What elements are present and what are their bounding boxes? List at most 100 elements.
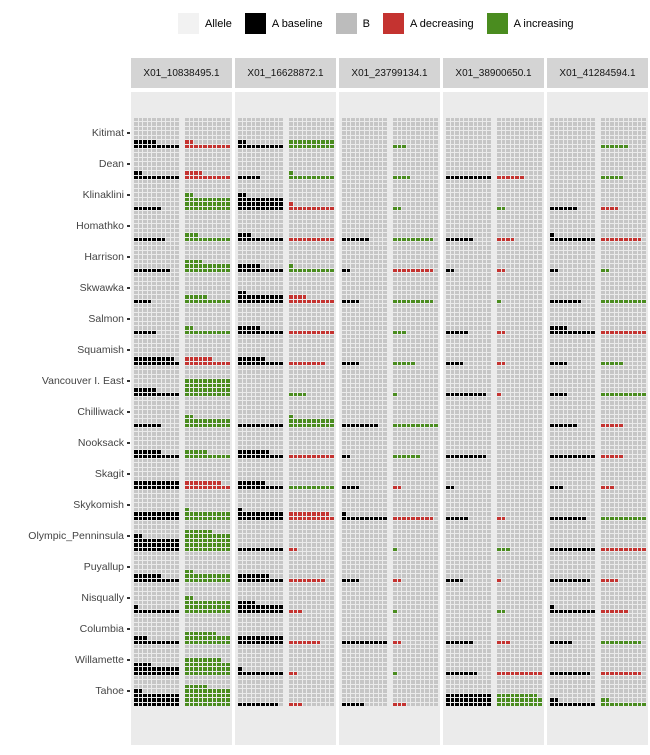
waffle-square [321,445,325,450]
waffle-square [307,503,311,507]
waffle-square [307,366,311,370]
waffle-square [321,432,325,436]
waffle-square [147,631,152,636]
waffle-square [166,640,170,644]
waffle-square [147,428,152,432]
waffle-square [134,206,138,210]
waffle-square [212,366,217,370]
waffle-square [325,131,330,135]
waffle-square [166,215,170,219]
waffle-square [143,206,147,210]
waffle-square [289,423,293,427]
waffle-square [311,476,316,481]
waffle-a-baseline [238,459,283,489]
waffle-square [226,583,230,587]
waffle-square [274,153,279,157]
waffle-square [279,162,283,166]
waffle-square [226,162,230,166]
waffle-square [185,693,189,698]
axis-tick [127,256,130,258]
waffle-square [325,569,330,574]
waffle-square [212,122,217,126]
waffle-square [134,485,138,489]
waffle-square [189,312,194,317]
waffle-square [330,149,334,153]
waffle-square [274,529,279,534]
waffle-square [274,193,279,197]
waffle-square [143,330,147,334]
facet-strip-x01-41284594-1: X01_41284594.1 [547,58,648,88]
waffle-square [185,193,189,197]
waffle-square [156,627,161,631]
waffle-square [270,419,274,423]
waffle-square [260,237,265,241]
waffle-square [185,467,189,472]
waffle-square [279,215,283,219]
waffle-square [161,118,166,122]
waffle-square [330,348,334,352]
waffle-square [217,383,221,388]
waffle-square [170,308,175,312]
waffle-square [330,264,334,268]
waffle-square [212,401,217,405]
waffle-square [194,211,198,215]
waffle-square [325,383,330,388]
waffle-square [247,330,251,334]
waffle-a-change [185,304,230,334]
waffle-square [274,379,279,383]
waffle-square [247,140,251,144]
waffle-square [307,277,311,281]
waffle-square [289,246,293,250]
waffle-square [207,547,212,551]
waffle-square [217,680,221,684]
waffle-square [203,290,207,295]
waffle-square [207,392,212,396]
waffle-square [298,295,302,299]
waffle-square [247,206,251,210]
legend-label: A increasing [513,17,574,30]
waffle-square [289,463,293,467]
waffle-square [293,290,298,295]
waffle-square [217,702,221,706]
waffle-square [238,304,242,308]
waffle-square [307,206,311,210]
waffle-square [247,348,251,352]
waffle-square [298,552,302,556]
waffle-square [307,463,311,467]
waffle-square [161,193,166,197]
waffle-square [212,405,217,410]
waffle-square [293,140,298,144]
waffle-square [203,122,207,126]
waffle-square [203,131,207,135]
waffle-square [298,401,302,405]
waffle-square [198,290,203,295]
waffle-square [325,153,330,157]
waffle-square [274,560,279,565]
waffle-a-change [289,180,334,210]
waffle-square [311,357,316,361]
waffle-square [325,481,330,485]
waffle-square [198,671,203,675]
waffle-square [274,326,279,330]
waffle-square [247,118,251,122]
waffle-pair-nisqually [131,583,232,613]
waffle-square [147,175,152,179]
waffle-square [260,476,265,481]
waffle-square [143,259,147,264]
waffle-square [330,547,334,551]
waffle-square [307,370,311,374]
waffle-square [247,516,251,520]
waffle-a-change [289,273,334,303]
waffle-square [175,317,179,321]
waffle-square [256,556,260,560]
waffle-square [274,228,279,233]
waffle-square [279,432,283,436]
waffle-square [194,255,198,259]
waffle-square [156,667,161,671]
waffle-square [251,308,256,312]
waffle-square [226,335,230,339]
waffle-square [274,357,279,361]
waffle-square [212,299,217,303]
waffle-square [325,521,330,525]
waffle-square [242,503,247,507]
